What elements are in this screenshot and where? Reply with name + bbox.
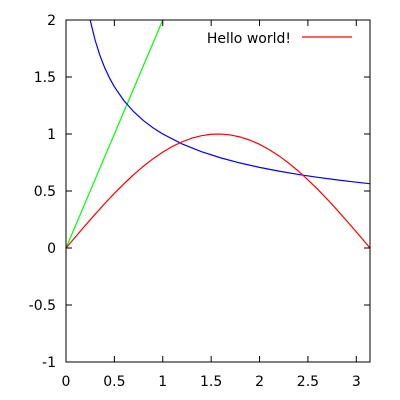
x-tick-label: 0.5 [103, 374, 125, 390]
y-tick-label: 0 [47, 241, 56, 257]
y-tick-label: 1 [47, 127, 56, 143]
x-tick-label: 0 [62, 374, 71, 390]
series-line-series-2 [89, 20, 370, 185]
y-tick-label: 2 [47, 13, 56, 29]
x-tick-label: 1 [158, 374, 167, 390]
x-tick-label: 3 [352, 374, 361, 390]
series-line-hello-world [66, 133, 370, 249]
tick-labels: 0 0.5 1 1.5 2 2.5 3 -1 -0.5 0 0.5 1 1.5 2 [29, 13, 361, 390]
x-tick-label: 2.5 [297, 374, 319, 390]
legend: Hello world! [207, 31, 352, 47]
x-tick-label: 1.5 [200, 374, 222, 390]
x-tick-label: 2 [255, 374, 264, 390]
plot-area [66, 20, 370, 249]
series-line-series-3 [66, 20, 164, 249]
legend-label: Hello world! [207, 31, 291, 47]
y-tick-label: 0.5 [34, 184, 56, 200]
y-tick-label: -0.5 [29, 298, 56, 314]
plot-frame [65, 19, 371, 363]
y-tick-label: 1.5 [34, 70, 56, 86]
y-tick-label: -1 [42, 355, 56, 371]
